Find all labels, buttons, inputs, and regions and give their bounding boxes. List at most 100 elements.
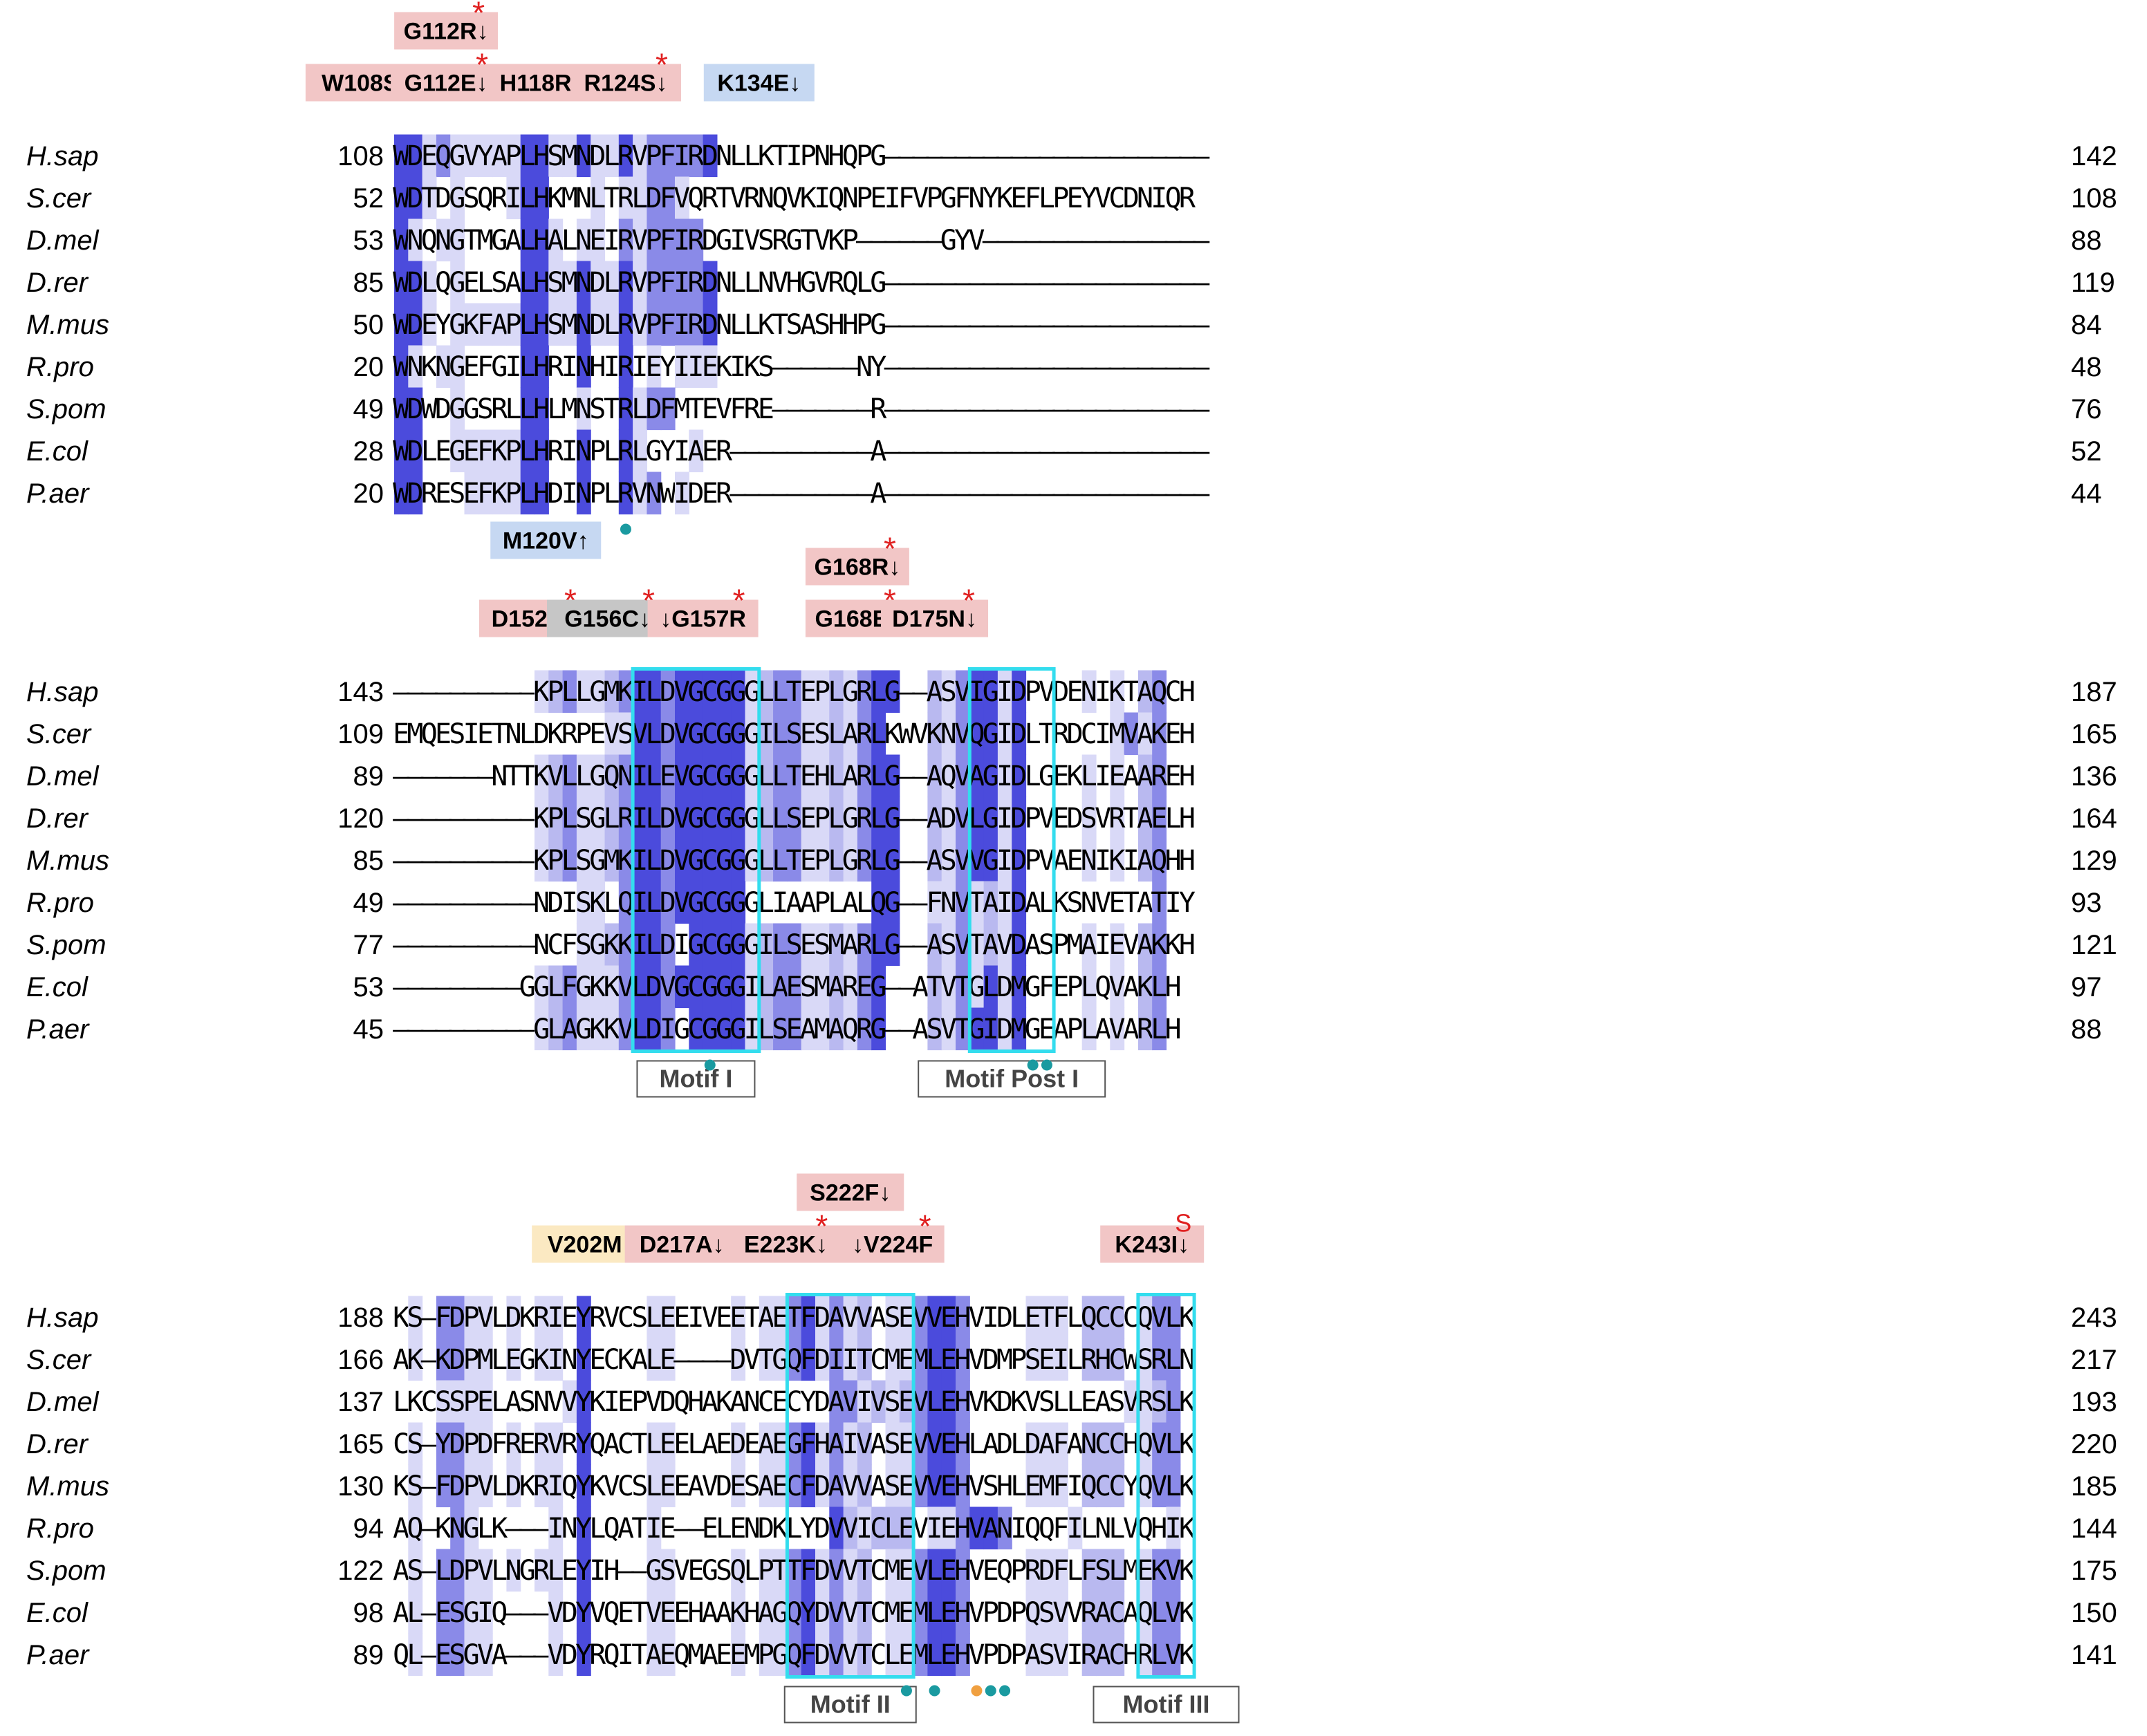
gap: – [1052, 393, 1070, 425]
residue-shade [941, 754, 956, 798]
residue-shade [394, 387, 409, 431]
residue-shade [703, 670, 718, 713]
residue-shade [647, 754, 662, 798]
residue: G [589, 676, 606, 708]
residue: D [687, 478, 704, 510]
residue: G [589, 803, 606, 834]
residue: S [547, 309, 564, 341]
gap: – [1165, 309, 1182, 341]
residue: S [589, 393, 606, 425]
residue-shade [422, 303, 437, 346]
conserved-site-dot [900, 1685, 912, 1697]
end-position: 48 [2071, 352, 2102, 382]
residue: C [702, 718, 718, 750]
residue: G [463, 393, 480, 425]
residue-shade [633, 261, 647, 304]
residue-shade [787, 670, 802, 713]
residue: P [842, 225, 859, 256]
residue: K [884, 718, 901, 750]
residue: T [491, 718, 508, 750]
residue-shade [843, 712, 858, 756]
residue: H [533, 478, 550, 510]
residue-shade [1110, 712, 1125, 756]
residue: A [547, 225, 564, 256]
residue: E [800, 676, 817, 708]
residue-shade [618, 387, 633, 431]
residue: R [702, 183, 719, 214]
residue: L [519, 267, 536, 299]
residue: E [589, 718, 606, 750]
residue: N [575, 478, 592, 510]
residue: R [828, 267, 845, 299]
residue: N [407, 225, 423, 256]
gap: – [800, 436, 817, 467]
residue: A [505, 225, 522, 256]
gap: – [758, 436, 775, 467]
residue-shade [1081, 670, 1097, 713]
gap: – [1039, 393, 1056, 425]
residue: N [575, 267, 592, 299]
residue: I [786, 140, 803, 172]
residue: L [729, 267, 746, 299]
residue: G [491, 225, 508, 256]
start-position: 45 [353, 1014, 384, 1045]
gap: – [1025, 225, 1042, 256]
residue-shade [969, 754, 985, 798]
residue: H [814, 760, 830, 792]
residue: R [687, 267, 705, 299]
residue-shade [492, 429, 507, 473]
residue-shade [394, 472, 409, 515]
residue: C [702, 676, 718, 708]
gap: – [814, 393, 831, 425]
residue-shade [647, 261, 662, 304]
gap: – [968, 436, 985, 467]
residue: E [1067, 183, 1084, 214]
residue-shade [520, 218, 535, 262]
residue-shade [535, 796, 549, 840]
residue: R [617, 309, 635, 341]
residue: A [870, 478, 886, 510]
residue-shade [675, 261, 689, 304]
residue: S [814, 309, 830, 341]
start-position: 130 [337, 1471, 384, 1502]
residue: G [716, 676, 732, 708]
gap: – [940, 267, 958, 299]
residue: P [646, 267, 662, 299]
end-position: 220 [2071, 1429, 2117, 1459]
gap: – [1095, 267, 1112, 299]
residue-shade [647, 712, 662, 756]
residue-shade [576, 134, 591, 178]
residue-shade [857, 712, 872, 756]
residue: K [828, 225, 844, 256]
residue-shade [548, 796, 564, 840]
residue-shade [492, 303, 507, 346]
residue-shade [689, 429, 704, 473]
residue-shade [394, 303, 409, 346]
residue: L [575, 760, 592, 792]
residue: D [435, 393, 452, 425]
end-position: 121 [2071, 930, 2117, 960]
residue: H [533, 436, 550, 467]
residue-shade [660, 134, 676, 178]
residue-shade [633, 754, 647, 798]
residue: V [673, 760, 690, 792]
residue: A [927, 676, 943, 708]
residue-shade [843, 754, 858, 798]
species-label-s.pom: S.pom [26, 1556, 106, 1586]
residue: I [604, 225, 620, 256]
residue: E [463, 436, 480, 467]
gap: – [842, 351, 859, 383]
residue-shade [956, 670, 970, 713]
residue: N [575, 393, 592, 425]
residue: V [631, 267, 648, 299]
species-label-h.sap: H.sap [26, 1303, 99, 1333]
mutation-label: G156C↓ [564, 606, 651, 633]
gap: – [884, 393, 902, 425]
residue-shade [1124, 712, 1139, 756]
residue: D [407, 436, 423, 467]
gap: – [1010, 267, 1028, 299]
gap: – [898, 760, 916, 792]
residue: L [505, 393, 522, 425]
residue: P [575, 718, 592, 750]
residue-shade [1110, 754, 1125, 798]
